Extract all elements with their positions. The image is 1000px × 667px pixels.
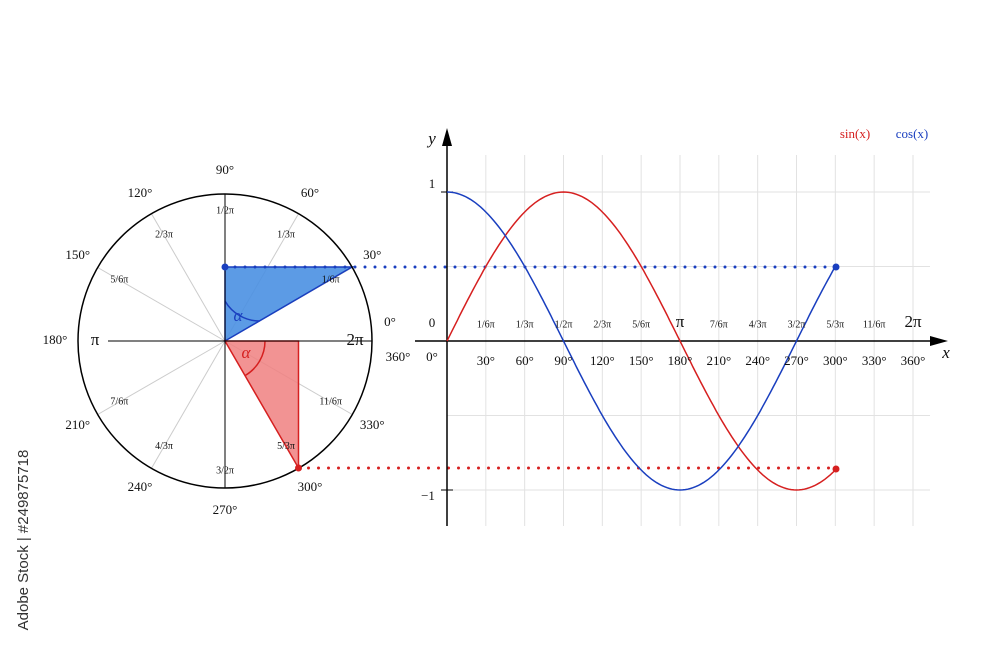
graph-radian-label: π [676, 312, 685, 331]
alpha-blue: α [234, 306, 244, 325]
circle-degree-label: 90° [216, 162, 234, 177]
circle-degree-label: 300° [298, 479, 323, 494]
point-blue [221, 263, 229, 271]
circle-radian-label: 7/6π [110, 396, 128, 407]
sin-curve [446, 191, 836, 491]
cos-end [832, 263, 840, 271]
circle-radian-label: 1/2π [216, 205, 234, 216]
graph-degree-label: 0° [426, 349, 438, 364]
graph-radian-label: 7/6π [710, 319, 728, 330]
circle-radian-label: 4/3π [155, 441, 173, 452]
spoke [97, 267, 226, 342]
y-axis-label: y [426, 129, 436, 148]
circle-degree-label: 30° [363, 247, 381, 262]
angle-arc-blue [224, 300, 260, 322]
x-arrow [930, 336, 948, 346]
graph-radian-label: 2/3π [593, 319, 611, 330]
circle-radian-label: 1/6π [322, 274, 340, 285]
angle-arc-red [244, 340, 266, 377]
circle-radian-label: 2/3π [155, 230, 173, 241]
graph-radian-label: 4/3π [749, 319, 767, 330]
graph-radian-label: 1/2π [555, 319, 573, 330]
cos-curve [446, 191, 836, 491]
graph-degree-label: 210° [706, 353, 731, 368]
legend-cos: cos(x) [896, 126, 929, 141]
graph-degree-label: 300° [823, 353, 848, 368]
graph-radian-label: 1/6π [477, 319, 495, 330]
graph-degree-label: 60° [516, 353, 534, 368]
graph-degree-label: 360° [901, 353, 926, 368]
circle-degree-label: 150° [65, 247, 90, 262]
graph-degree-label: 30° [477, 353, 495, 368]
graph-radian-label: 2π [904, 312, 922, 331]
graph-degree-label: 150° [629, 353, 654, 368]
watermark: Adobe Stock | #249875718 [15, 450, 32, 631]
graph-degree-label: 330° [862, 353, 887, 368]
spoke [151, 213, 226, 342]
graph-radian-label: 3/2π [788, 319, 806, 330]
circle-degree-label: 0° [384, 314, 396, 329]
alpha-red: α [242, 343, 252, 362]
circle-degree-label: 330° [360, 417, 385, 432]
graph-radian-label: 5/6π [632, 319, 650, 330]
graph-degree-label: 120° [590, 353, 615, 368]
graph-degree-label: 180° [668, 353, 693, 368]
y-arrow [442, 128, 452, 146]
circle-radian-label: 3/2π [216, 465, 234, 476]
circle-degree-label: 270° [213, 502, 238, 517]
point-red [295, 464, 302, 472]
circle-radian-label: 1/3π [277, 230, 295, 241]
circle-radian-label: 2π [346, 330, 364, 349]
x-axis-label: x [941, 343, 950, 362]
graph-radian-label: 1/3π [516, 319, 534, 330]
graph-degree-label: 90° [554, 353, 572, 368]
graph-degree-label: 270° [784, 353, 809, 368]
circle-radian-label: 5/3π [277, 441, 295, 452]
circle-degree-label: 360° [386, 349, 411, 364]
y-label: 1 [429, 176, 436, 191]
circle-degree-label: 60° [301, 185, 319, 200]
circle-radian-label: 5/6π [110, 274, 128, 285]
spoke [97, 340, 226, 415]
circle-radian-label: 11/6π [319, 396, 341, 407]
circle-degree-label: 180° [43, 332, 68, 347]
graph-degree-label: 240° [745, 353, 770, 368]
y-label: 0 [429, 315, 436, 330]
circle-radian-label: π [91, 330, 100, 349]
sin-end [832, 465, 840, 473]
graph-radian-label: 11/6π [863, 319, 885, 330]
spoke [151, 340, 226, 469]
circle-degree-label: 120° [128, 185, 153, 200]
circle-degree-label: 240° [128, 479, 153, 494]
circle-degree-label: 210° [65, 417, 90, 432]
graph-radian-label: 5/3π [826, 319, 844, 330]
y-label: −1 [421, 488, 435, 503]
legend-sin: sin(x) [840, 126, 870, 141]
